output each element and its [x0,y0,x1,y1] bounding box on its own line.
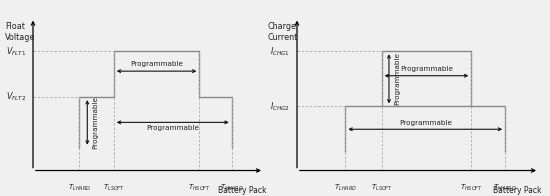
Text: Programmable: Programmable [394,52,400,105]
Text: $T_{LHARD}$: $T_{LHARD}$ [68,183,91,193]
Text: Float
Voltage: Float Voltage [6,22,36,42]
Text: Programmable: Programmable [92,96,98,149]
Text: $T_{HSOFT}$: $T_{HSOFT}$ [188,183,211,193]
Text: $I_{CHG2}$: $I_{CHG2}$ [270,100,290,113]
Text: $T_{LHARD}$: $T_{LHARD}$ [334,183,357,193]
Text: $T_{HSOFT}$: $T_{HSOFT}$ [460,183,483,193]
Text: Programmable: Programmable [146,125,199,132]
Text: $T_{HHARD}$: $T_{HHARD}$ [493,183,517,193]
Text: Battery Pack
Temperature: Battery Pack Temperature [218,186,266,196]
Text: $V_{FLT1}$: $V_{FLT1}$ [6,45,26,57]
Text: $I_{CHG1}$: $I_{CHG1}$ [270,45,290,57]
Text: $T_{HHARD}$: $T_{HHARD}$ [219,183,244,193]
Text: $T_{LSOFT}$: $T_{LSOFT}$ [103,183,125,193]
Text: Battery Pack
Temperature: Battery Pack Temperature [493,186,541,196]
Text: Programmable: Programmable [399,120,452,126]
Text: Charge
Current: Charge Current [268,22,298,42]
Text: $T_{LSOFT}$: $T_{LSOFT}$ [371,183,393,193]
Text: $V_{FLT2}$: $V_{FLT2}$ [6,91,26,103]
Text: Programmable: Programmable [130,61,183,67]
Text: Programmable: Programmable [400,66,453,72]
